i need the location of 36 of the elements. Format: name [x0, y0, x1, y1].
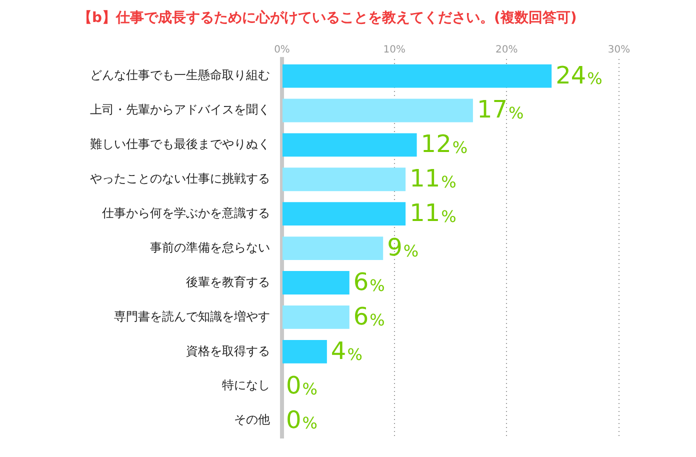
data-label: 9%: [387, 234, 419, 262]
data-label: 4%: [330, 336, 362, 365]
y-tick-label: 後輩を教育する: [186, 274, 270, 289]
y-tick-label: やったことのない仕事に挑戦する: [90, 172, 270, 186]
bar: [282, 98, 473, 122]
x-tick-label: 20%: [496, 44, 518, 56]
y-tick-label: 特になし: [222, 378, 270, 392]
bar: [282, 133, 417, 157]
y-tick-label: 事前の準備を怠らない: [150, 240, 270, 254]
y-tick-label: 仕事から何を学ぶかを意識する: [101, 206, 270, 220]
y-tick-label: 上司・先輩からアドバイスを聞く: [90, 102, 270, 117]
bar: [282, 305, 350, 329]
chart-title: 【b】仕事で成長するために心がけていることを教えてください。(複数回答可): [78, 9, 577, 26]
data-label: 17%: [476, 96, 524, 124]
bar: [282, 64, 552, 88]
x-tick-label: 30%: [608, 44, 630, 56]
y-tick-label: どんな仕事でも一生懸命取り組む: [90, 68, 270, 82]
bar: [282, 202, 406, 226]
y-tick-label: 難しい仕事でも最後までやりぬく: [90, 137, 270, 152]
y-tick-label: その他: [234, 412, 270, 427]
data-label: 0%: [286, 371, 318, 400]
y-tick-label: 資格を取得する: [186, 344, 270, 358]
data-label: 12%: [420, 130, 468, 158]
bar: [282, 340, 327, 364]
bar: [282, 168, 406, 192]
data-label: 6%: [353, 268, 385, 296]
data-label: 24%: [556, 61, 602, 90]
data-label: 11%: [410, 199, 456, 228]
data-label: 0%: [286, 406, 318, 434]
x-tick-label: 10%: [383, 44, 406, 56]
x-tick-label: 0%: [274, 44, 290, 56]
data-label: 11%: [410, 164, 456, 193]
bar: [282, 236, 384, 260]
y-tick-label: 専門書を読んで知識を増やす: [114, 309, 270, 324]
bar: [282, 271, 350, 294]
data-label: 6%: [353, 302, 385, 330]
